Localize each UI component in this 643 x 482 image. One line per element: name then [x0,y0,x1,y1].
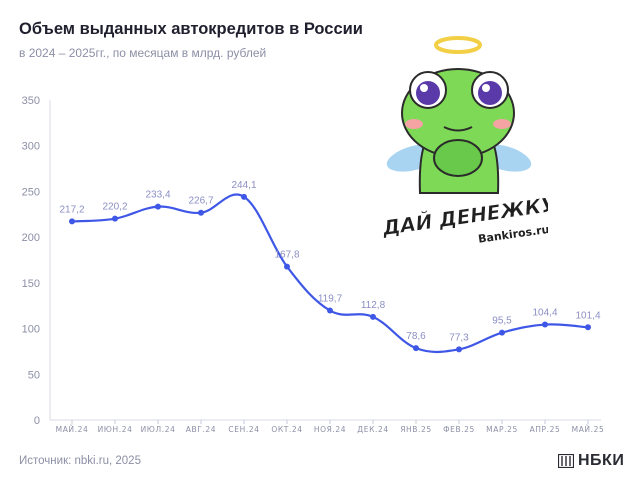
data-point [155,203,161,210]
data-point [456,346,462,353]
data-label: 233,4 [145,190,170,201]
data-label: 101,4 [575,310,600,321]
data-label: 77,3 [449,332,469,343]
x-tick-label: СЕН.24 [228,425,259,434]
frog-icon [382,68,536,194]
data-label: 119,7 [318,294,343,305]
data-point [542,321,548,328]
source-note: Источник: nbki.ru, 2025 [19,455,141,467]
chart-title: Объем выданных автокредитов в России [19,20,363,38]
data-points [69,193,591,353]
data-label: 220,2 [102,202,127,213]
data-point [499,329,505,336]
x-tick-label: ИЮЛ.24 [141,425,176,434]
chart-subtitle: в 2024 – 2025гг., по месяцам в млрд. руб… [19,46,267,60]
x-tick-label: АВГ.24 [186,425,216,434]
data-point [284,263,290,270]
brand-logo: НБКИ [558,452,624,470]
data-label: 104,4 [532,308,557,319]
data-point [241,193,247,200]
data-point [112,215,118,222]
data-label: 112,8 [361,300,386,311]
x-tick-label: ИЮН.24 [98,425,133,434]
x-tick-label: ФЕВ.25 [443,425,475,434]
frog-sticker: ДАЙ ДЕНЕЖКУ Bankiros.ru [380,36,548,243]
data-point [370,313,376,320]
y-tick-label: 200 [22,232,40,244]
sticker-site: Bankiros.ru [477,223,548,243]
data-label: 95,5 [492,316,512,327]
y-tick-label: 300 [22,141,40,153]
data-point [69,218,75,225]
x-tick-label: МАЙ.25 [572,425,605,434]
data-point [198,209,204,216]
x-tick-label: ДЕК.24 [357,425,388,434]
brand-name: НБКИ [578,452,625,469]
data-point [413,345,419,352]
data-label: 226,7 [188,196,213,207]
data-label: 244,1 [231,180,256,191]
y-tick-label: 350 [22,95,40,107]
x-tick-label: МАР.25 [486,425,518,434]
data-point [585,324,591,331]
x-tick-label: АПР.25 [530,425,561,434]
y-tick-label: 50 [28,369,40,381]
data-label: 217,2 [59,204,84,215]
halo-icon [434,36,482,54]
y-tick-label: 250 [22,186,40,198]
data-point [327,307,333,314]
x-tick-label: ЯНВ.25 [400,425,432,434]
y-tick-label: 150 [22,278,40,290]
y-axis: 0 50 100 150 200 250 300 350 [22,95,51,427]
book-icon [558,454,574,468]
x-tick-label: ОКТ.24 [271,425,302,434]
y-tick-label: 100 [22,324,40,336]
x-tick-label: МАЙ.24 [56,425,89,434]
y-tick-label: 0 [34,415,40,427]
x-axis: МАЙ.24 ИЮН.24 ИЮЛ.24 АВГ.24 СЕН.24 ОКТ.24 НОЯ.… [50,419,605,434]
data-label: 78,6 [406,331,426,342]
x-tick-label: НОЯ.24 [314,425,346,434]
data-labels: 217,2 220,2 233,4 226,7 244,1 167,8 119,7 112,8… [59,180,600,344]
data-label: 167,8 [274,250,299,261]
